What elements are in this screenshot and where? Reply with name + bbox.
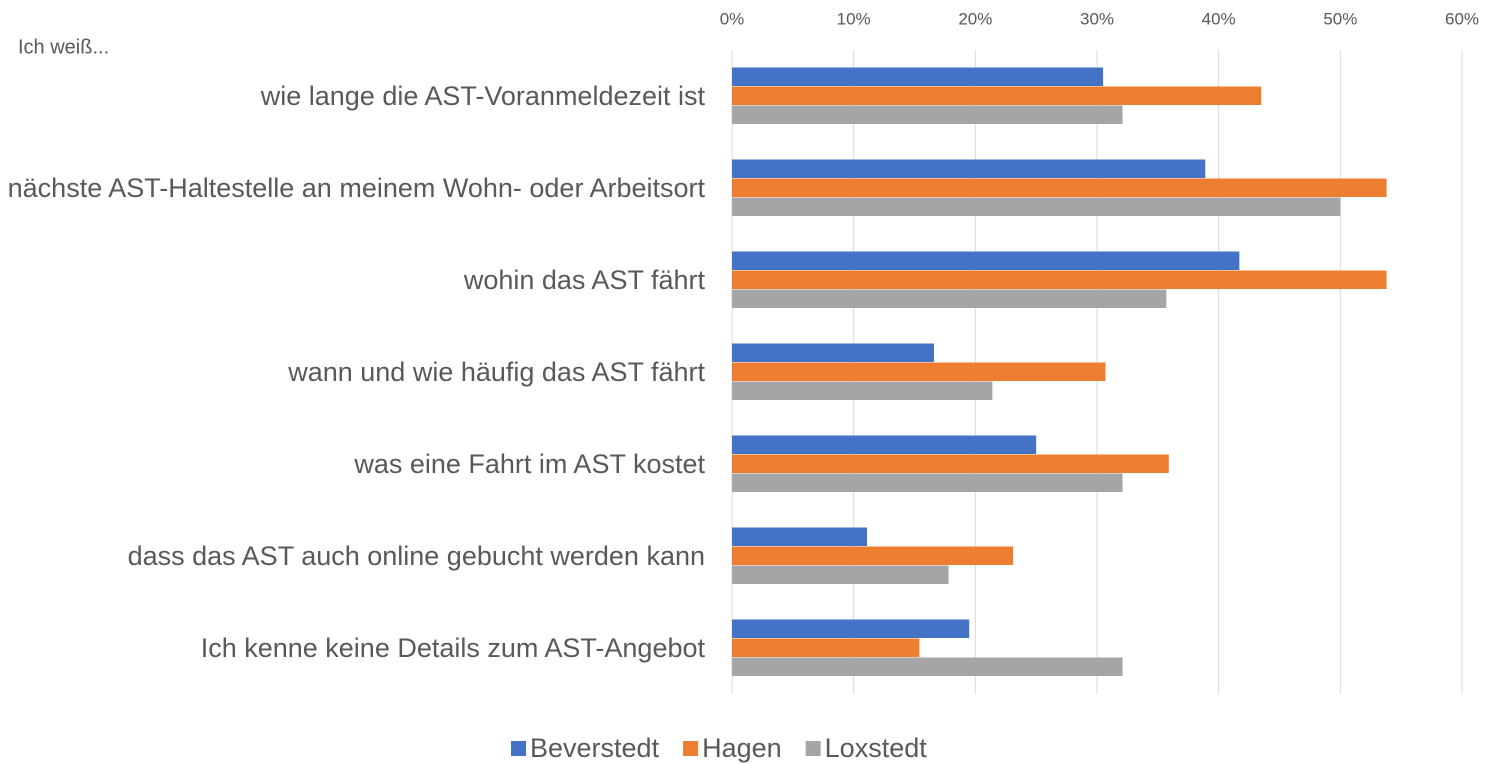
x-tick-label: 20%: [958, 9, 992, 28]
bar: [732, 86, 1262, 105]
x-tick-label: 50%: [1323, 9, 1357, 28]
bar: [732, 289, 1167, 308]
y-tick-label: wohin das AST fährt: [463, 265, 705, 295]
bar: [732, 67, 1104, 86]
legend-label: Hagen: [702, 733, 782, 763]
legend-swatch: [511, 741, 526, 756]
x-tick-label: 60%: [1445, 9, 1479, 28]
bar: [732, 454, 1169, 473]
bar: [732, 105, 1123, 124]
x-tick-label: 40%: [1202, 9, 1236, 28]
legend-swatch: [805, 741, 821, 756]
bar: [732, 527, 868, 546]
bar: [732, 619, 970, 638]
bar: [732, 638, 920, 657]
bar: [732, 178, 1387, 197]
x-tick-label: 10%: [837, 9, 871, 28]
x-tick-label: 30%: [1080, 9, 1114, 28]
y-tick-label: nächste AST-Haltestelle an meinem Wohn- …: [7, 173, 705, 203]
annotation: Ich weiß...: [18, 36, 109, 58]
bar: [732, 435, 1037, 454]
bar: [732, 546, 1014, 565]
y-tick-label: dass das AST auch online gebucht werden …: [127, 541, 705, 571]
bar: [732, 381, 993, 400]
bar: [732, 251, 1240, 270]
bar: [732, 197, 1341, 216]
y-tick-label: Ich kenne keine Details zum AST-Angebot: [200, 633, 705, 663]
bar: [732, 657, 1123, 676]
legend-swatch: [683, 741, 699, 756]
y-tick-label: was eine Fahrt im AST kostet: [354, 449, 705, 479]
bar: [732, 159, 1206, 178]
x-tick-label: 0%: [720, 9, 745, 28]
legend-label: Beverstedt: [530, 733, 660, 763]
bar: [732, 362, 1106, 381]
bar: [732, 270, 1387, 289]
y-tick-label: wann und wie häufig das AST fährt: [288, 357, 705, 387]
bar: [732, 343, 934, 362]
y-tick-label: wie lange die AST-Voranmeldezeit ist: [260, 81, 705, 111]
legend-label: Loxstedt: [825, 733, 928, 763]
bar: [732, 473, 1123, 492]
bar: [732, 565, 949, 584]
